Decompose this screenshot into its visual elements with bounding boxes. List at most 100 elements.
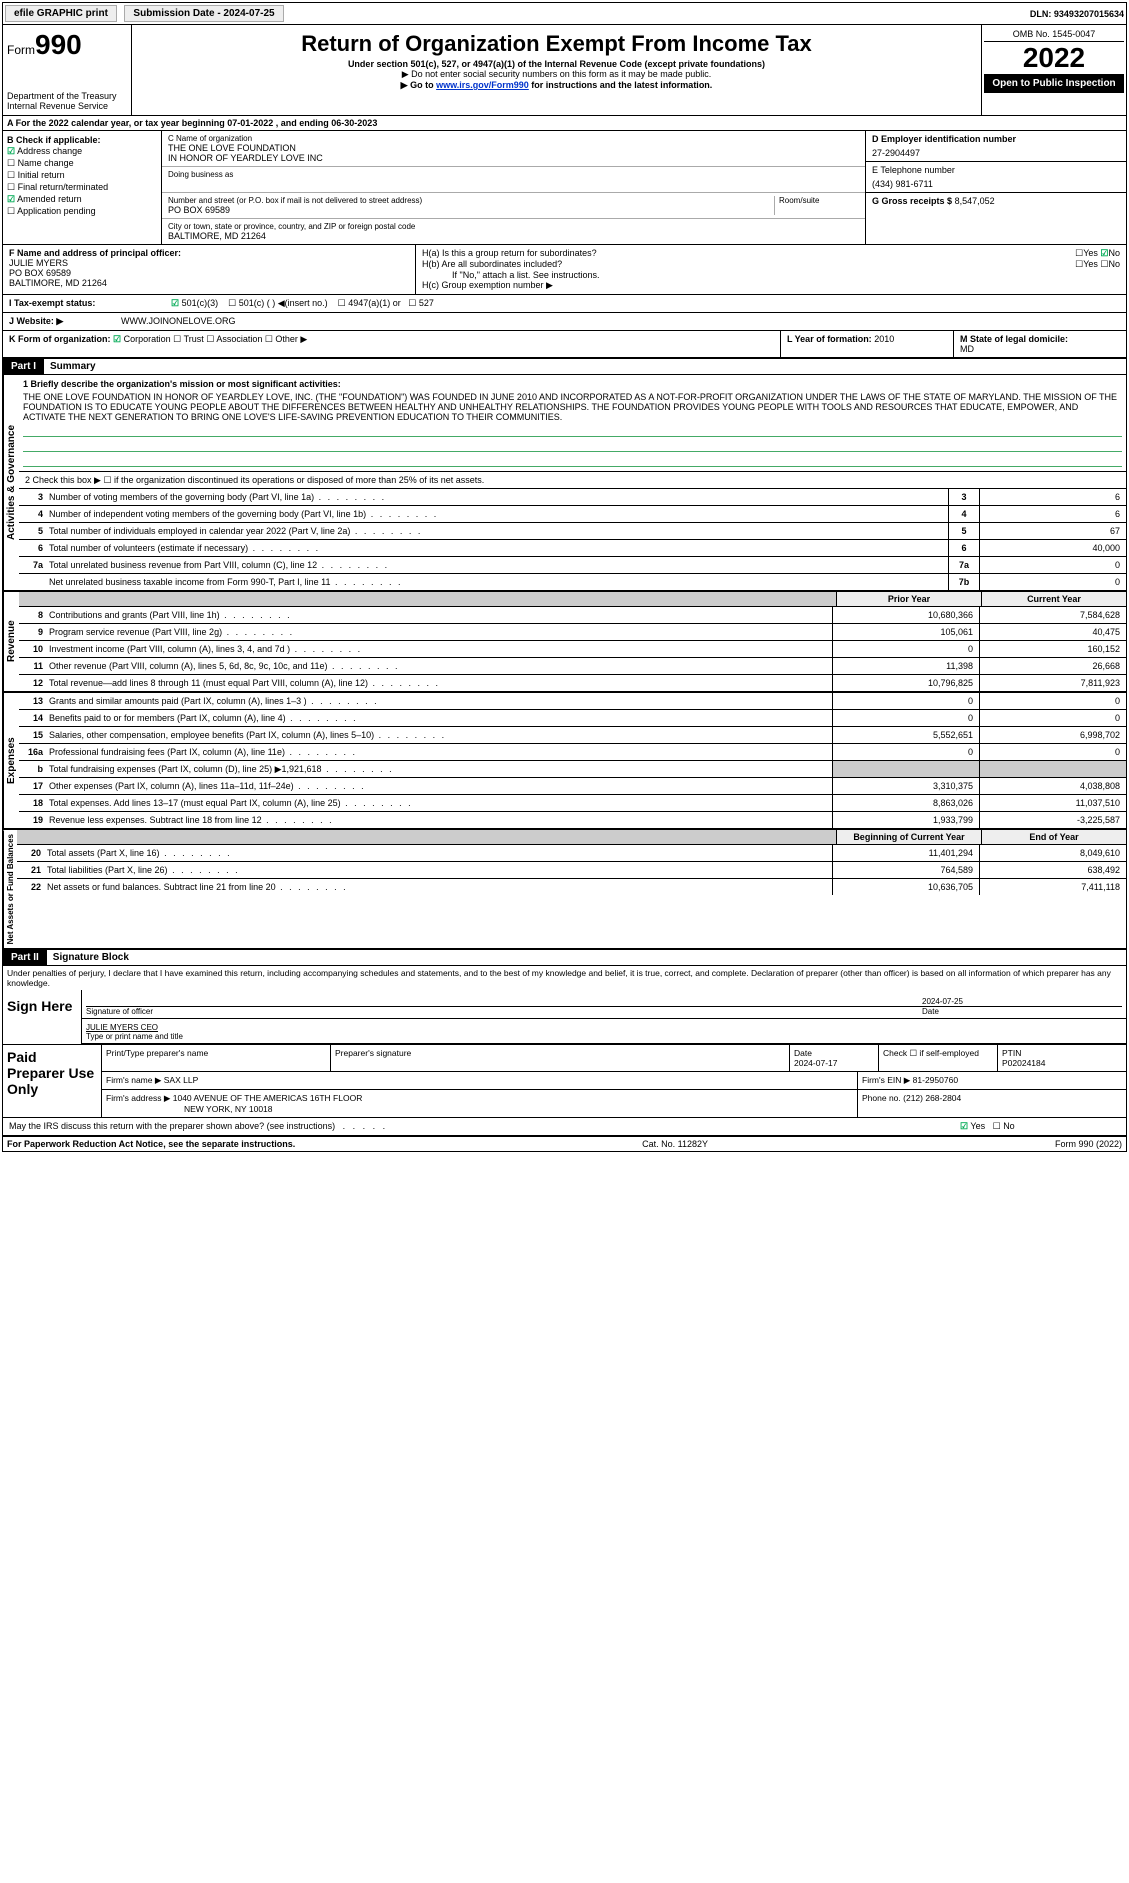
current-val: 7,411,118: [979, 879, 1126, 895]
line-text: Total number of volunteers (estimate if …: [49, 543, 948, 553]
num-cell: 3: [948, 489, 979, 505]
initial-return-check[interactable]: ☐ Initial return: [7, 170, 157, 181]
current-val: 11,037,510: [979, 795, 1126, 811]
table-row: 3 Number of voting members of the govern…: [19, 489, 1126, 506]
firm-ein-value: 81-2950760: [913, 1075, 958, 1085]
table-row: 6 Total number of volunteers (estimate i…: [19, 540, 1126, 557]
num-cell: 7a: [948, 557, 979, 573]
h-b-row: H(b) Are all subordinates included? ☐Yes…: [422, 259, 1120, 270]
501c-opt: 501(c) ( ) ◀(insert no.): [239, 298, 328, 308]
suite-label: Room/suite: [779, 196, 859, 205]
omb-number: OMB No. 1545-0047: [984, 27, 1124, 42]
trust-opt: Trust: [184, 334, 204, 344]
prep-date-label: Date: [794, 1048, 812, 1058]
current-val: 6,998,702: [979, 727, 1126, 743]
line-text: Net assets or fund balances. Subtract li…: [47, 882, 832, 892]
current-val: 0: [979, 693, 1126, 709]
part-1-label: Part I: [3, 359, 44, 374]
line-text: Total assets (Part X, line 16): [47, 848, 832, 858]
line-num: 21: [17, 865, 47, 875]
prior-val: 8,863,026: [832, 795, 979, 811]
table-row: 19 Revenue less expenses. Subtract line …: [19, 812, 1126, 828]
prior-val: [832, 761, 979, 777]
paperwork-notice: For Paperwork Reduction Act Notice, see …: [7, 1139, 295, 1149]
line-text: Contributions and grants (Part VIII, lin…: [49, 610, 832, 620]
line-2-text: 2 Check this box ▶ ☐ if the organization…: [19, 475, 1126, 486]
net-col-headers: Beginning of Current Year End of Year: [17, 830, 1126, 845]
line-text: Total number of individuals employed in …: [49, 526, 948, 536]
paid-preparer-block: Paid Preparer Use Only Print/Type prepar…: [3, 1044, 1126, 1117]
mission-label: 1 Briefly describe the organization's mi…: [23, 379, 1122, 389]
table-row: 17 Other expenses (Part IX, column (A), …: [19, 778, 1126, 795]
self-employed-check[interactable]: Check ☐ if self-employed: [879, 1045, 998, 1071]
submission-date-button[interactable]: Submission Date - 2024-07-25: [124, 5, 283, 22]
prior-val: 10,680,366: [832, 607, 979, 623]
column-d: D Employer identification number 27-2904…: [866, 131, 1126, 244]
line-num: 6: [19, 543, 49, 553]
part-1-header: Part I Summary: [3, 358, 1126, 374]
irs-link[interactable]: www.irs.gov/Form990: [436, 80, 529, 90]
prior-val: 11,398: [832, 658, 979, 674]
form-title: Return of Organization Exempt From Incom…: [136, 31, 977, 57]
current-val: -3,225,587: [979, 812, 1126, 828]
line-text: Benefits paid to or for members (Part IX…: [49, 713, 832, 723]
table-row: 7a Total unrelated business revenue from…: [19, 557, 1126, 574]
prior-val: 0: [832, 744, 979, 760]
table-row: 20 Total assets (Part X, line 16) 11,401…: [17, 845, 1126, 862]
column-c: C Name of organization THE ONE LOVE FOUN…: [162, 131, 866, 244]
table-row: 21 Total liabilities (Part X, line 26) 7…: [17, 862, 1126, 879]
preparer-row-1: Print/Type preparer's name Preparer's si…: [102, 1045, 1126, 1072]
val-cell: 67: [979, 523, 1126, 539]
prep-date-value: 2024-07-17: [794, 1058, 837, 1068]
table-row: 9 Program service revenue (Part VIII, li…: [19, 624, 1126, 641]
addr-change-check[interactable]: ☑ Address change: [7, 146, 157, 157]
app-pending-check[interactable]: ☐ Application pending: [7, 206, 157, 217]
prior-val: 10,636,705: [832, 879, 979, 895]
ptin-value: P02024184: [1002, 1058, 1046, 1068]
mission-row: 1 Briefly describe the organization's mi…: [19, 375, 1126, 472]
expenses-sidebar-label: Expenses: [3, 693, 19, 828]
row-fh: F Name and address of principal officer:…: [3, 245, 1126, 295]
header-center: Return of Organization Exempt From Incom…: [132, 25, 982, 115]
part-2-label: Part II: [3, 950, 47, 965]
name-change-check[interactable]: ☐ Name change: [7, 158, 157, 169]
line-num: 18: [19, 798, 49, 808]
form-footer-no: Form 990 (2022): [1055, 1139, 1122, 1149]
final-return-check[interactable]: ☐ Final return/terminated: [7, 182, 157, 193]
table-row: 5 Total number of individuals employed i…: [19, 523, 1126, 540]
phone-value: (434) 981-6711: [872, 179, 1120, 189]
line-num: 19: [19, 815, 49, 825]
part-2-title: Signature Block: [47, 952, 129, 963]
line-num: 17: [19, 781, 49, 791]
officer-name-printed: JULIE MYERS CEO: [86, 1023, 1122, 1032]
col-b-label: B Check if applicable:: [7, 135, 157, 145]
h-a-row: H(a) Is this a group return for subordin…: [422, 248, 1120, 259]
signature-row: Signature of officer 2024-07-25 Date: [81, 990, 1126, 1019]
dept2-text: Internal Revenue Service: [7, 101, 127, 111]
main-info-block: B Check if applicable: ☑ Address change …: [3, 131, 1126, 245]
527-opt: 527: [419, 298, 434, 308]
501c3-opt: 501(c)(3): [182, 298, 219, 308]
begin-year-header: Beginning of Current Year: [836, 830, 981, 844]
line-num: 13: [19, 696, 49, 706]
amended-check[interactable]: ☑ Amended return: [7, 194, 157, 205]
officer-name: JULIE MYERS: [9, 258, 409, 268]
gov-sidebar-label: Activities & Governance: [3, 375, 19, 590]
row-i: I Tax-exempt status: ☑ 501(c)(3) ☐ 501(c…: [3, 295, 1126, 313]
val-cell: 6: [979, 506, 1126, 522]
firm-ein-label: Firm's EIN ▶: [862, 1075, 910, 1085]
street-label: Number and street (or P.O. box if mail i…: [168, 196, 774, 205]
current-val: 4,038,808: [979, 778, 1126, 794]
officer-addr1: PO BOX 69589: [9, 268, 409, 278]
dept-text: Department of the Treasury: [7, 91, 127, 101]
efile-print-button[interactable]: efile GRAPHIC print: [5, 5, 117, 22]
revenue-sidebar-label: Revenue: [3, 592, 19, 691]
open-public-badge: Open to Public Inspection: [984, 74, 1124, 93]
val-cell: 40,000: [979, 540, 1126, 556]
street-value: PO BOX 69589: [168, 205, 774, 215]
firm-addr-value: 1040 AVENUE OF THE AMERICAS 16TH FLOOR: [173, 1093, 363, 1103]
line-num: 15: [19, 730, 49, 740]
mission-text: THE ONE LOVE FOUNDATION IN HONOR OF YEAR…: [23, 392, 1122, 422]
4947-opt: 4947(a)(1) or: [348, 298, 401, 308]
table-row: 10 Investment income (Part VIII, column …: [19, 641, 1126, 658]
